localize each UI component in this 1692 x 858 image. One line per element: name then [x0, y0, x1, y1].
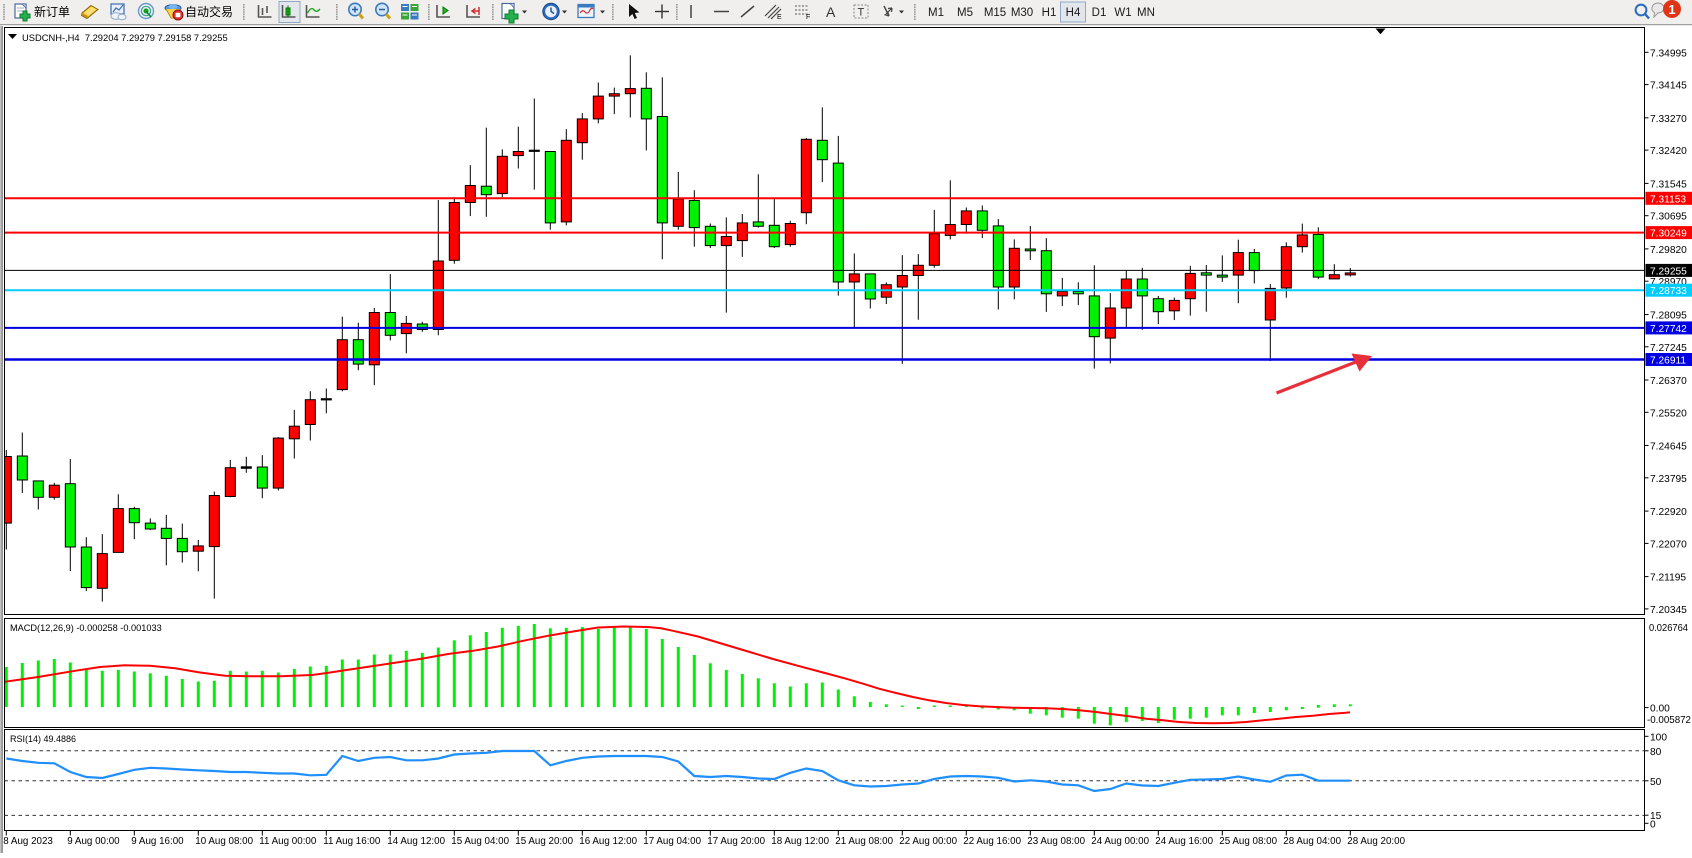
- svg-text:7.31153: 7.31153: [1650, 194, 1686, 205]
- svg-text:18 Aug 12:00: 18 Aug 12:00: [771, 836, 829, 847]
- svg-text:15 Aug 20:00: 15 Aug 20:00: [515, 836, 573, 847]
- svg-text:M30: M30: [1011, 7, 1033, 19]
- svg-text:7.26911: 7.26911: [1650, 356, 1686, 367]
- svg-text:24 Aug 00:00: 24 Aug 00:00: [1091, 836, 1149, 847]
- svg-text:7.29820: 7.29820: [1650, 245, 1687, 256]
- svg-text:1: 1: [1668, 2, 1675, 17]
- svg-text:0.00: 0.00: [1650, 704, 1670, 715]
- svg-text:14 Aug 12:00: 14 Aug 12:00: [387, 836, 445, 847]
- svg-text:7.20345: 7.20345: [1650, 605, 1687, 616]
- svg-text:-0.005872: -0.005872: [1647, 715, 1691, 726]
- svg-text:D1: D1: [1092, 7, 1107, 19]
- svg-text:23 Aug 08:00: 23 Aug 08:00: [1027, 836, 1085, 847]
- svg-text:7.21195: 7.21195: [1650, 573, 1686, 584]
- svg-text:MACD(12,26,9) -0.000258 -0.001: MACD(12,26,9) -0.000258 -0.001033: [10, 623, 162, 633]
- svg-text:H1: H1: [1042, 7, 1057, 19]
- svg-text:M1: M1: [928, 7, 944, 19]
- svg-text:F: F: [806, 14, 810, 21]
- svg-text:M15: M15: [984, 7, 1006, 19]
- svg-text:25 Aug 08:00: 25 Aug 08:00: [1219, 836, 1277, 847]
- svg-text:24 Aug 16:00: 24 Aug 16:00: [1155, 836, 1213, 847]
- svg-text:22 Aug 00:00: 22 Aug 00:00: [899, 836, 957, 847]
- svg-text:M5: M5: [957, 7, 973, 19]
- svg-text:7.31545: 7.31545: [1650, 179, 1687, 190]
- svg-text:80: 80: [1650, 747, 1662, 758]
- svg-text:USDCNH-,H4 7.29204 7.29279 7.: USDCNH-,H4 7.29204 7.29279 7.29158 7.292…: [22, 33, 228, 43]
- svg-text:16 Aug 12:00: 16 Aug 12:00: [579, 836, 637, 847]
- svg-text:7.30695: 7.30695: [1650, 212, 1687, 223]
- svg-text:9 Aug 00:00: 9 Aug 00:00: [67, 836, 120, 847]
- svg-text:7.32420: 7.32420: [1650, 146, 1687, 157]
- svg-text:8 Aug 2023: 8 Aug 2023: [3, 836, 53, 847]
- svg-text:17 Aug 20:00: 17 Aug 20:00: [707, 836, 765, 847]
- svg-text:28 Aug 20:00: 28 Aug 20:00: [1347, 836, 1405, 847]
- svg-text:28 Aug 04:00: 28 Aug 04:00: [1283, 836, 1341, 847]
- svg-text:A: A: [826, 4, 836, 20]
- svg-text:11 Aug 16:00: 11 Aug 16:00: [323, 836, 381, 847]
- svg-text:7.28733: 7.28733: [1650, 286, 1687, 297]
- svg-text:50: 50: [1650, 777, 1662, 788]
- svg-text:0.026764: 0.026764: [1649, 623, 1688, 634]
- svg-text:E: E: [777, 14, 782, 21]
- svg-text:7.24645: 7.24645: [1650, 442, 1687, 453]
- svg-text:W1: W1: [1114, 7, 1131, 19]
- svg-text:7.25520: 7.25520: [1650, 408, 1687, 419]
- svg-text:7.34995: 7.34995: [1650, 48, 1687, 59]
- svg-text:7.29255: 7.29255: [1650, 266, 1687, 277]
- svg-text:7.26370: 7.26370: [1650, 376, 1687, 387]
- svg-text:T: T: [858, 7, 865, 19]
- svg-text:H4: H4: [1066, 7, 1081, 19]
- svg-text:MN: MN: [1137, 7, 1155, 19]
- svg-text:9 Aug 16:00: 9 Aug 16:00: [131, 836, 184, 847]
- svg-text:新订单: 新订单: [34, 4, 70, 19]
- svg-text:7.23795: 7.23795: [1650, 474, 1687, 485]
- svg-text:15 Aug 04:00: 15 Aug 04:00: [451, 836, 509, 847]
- svg-text:自动交易: 自动交易: [185, 4, 233, 19]
- svg-text:10 Aug 08:00: 10 Aug 08:00: [195, 836, 253, 847]
- svg-text:7.30249: 7.30249: [1650, 229, 1687, 240]
- svg-text:22 Aug 16:00: 22 Aug 16:00: [963, 836, 1021, 847]
- svg-text:21 Aug 08:00: 21 Aug 08:00: [835, 836, 893, 847]
- svg-text:7.22920: 7.22920: [1650, 507, 1687, 518]
- svg-text:17 Aug 04:00: 17 Aug 04:00: [643, 836, 701, 847]
- svg-text:7.33270: 7.33270: [1650, 114, 1687, 125]
- svg-text:100: 100: [1650, 732, 1667, 743]
- svg-text:RSI(14) 49.4886: RSI(14) 49.4886: [10, 734, 76, 744]
- svg-text:7.22070: 7.22070: [1650, 539, 1687, 550]
- svg-text:11 Aug 00:00: 11 Aug 00:00: [259, 836, 317, 847]
- svg-text:7.27742: 7.27742: [1650, 324, 1687, 335]
- svg-text:0: 0: [1650, 819, 1656, 830]
- svg-text:7.34145: 7.34145: [1650, 81, 1687, 92]
- svg-text:7.28095: 7.28095: [1650, 311, 1687, 322]
- svg-text:7.27245: 7.27245: [1650, 343, 1687, 354]
